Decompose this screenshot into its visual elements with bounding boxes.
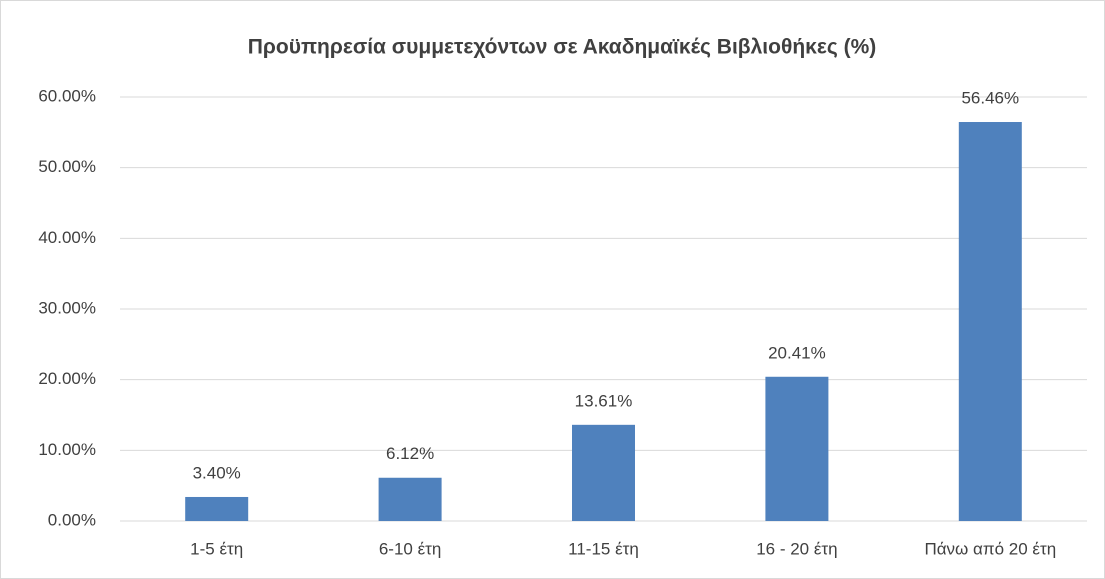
x-tick-label: 6-10 έτη <box>379 539 442 558</box>
bar <box>572 424 635 521</box>
x-tick-label: 16 - 20 έτη <box>756 539 837 558</box>
chart-title: Προϋπηρεσία συμμετεχόντων σε Ακαδημαϊκές… <box>248 36 876 59</box>
bar <box>185 496 249 521</box>
bar <box>765 376 829 521</box>
y-tick-label: 20.00% <box>38 369 96 388</box>
value-label: 13.61% <box>575 391 633 410</box>
y-tick-label: 40.00% <box>38 228 96 247</box>
x-tick-label: 1-5 έτη <box>190 539 243 558</box>
y-tick-label: 0.00% <box>48 510 96 529</box>
bar <box>378 477 442 521</box>
value-label: 56.46% <box>961 89 1019 108</box>
y-tick-label: 30.00% <box>38 298 96 317</box>
x-tick-label: Πάνω από 20 έτη <box>924 539 1056 558</box>
bar <box>958 122 1022 522</box>
value-label: 6.12% <box>386 444 434 463</box>
y-tick-label: 10.00% <box>38 440 96 459</box>
value-label: 3.40% <box>193 463 241 482</box>
value-label: 20.41% <box>768 343 826 362</box>
x-tick-label: 11-15 έτη <box>568 539 639 558</box>
y-tick-label: 60.00% <box>38 86 96 105</box>
y-tick-label: 50.00% <box>38 157 96 176</box>
